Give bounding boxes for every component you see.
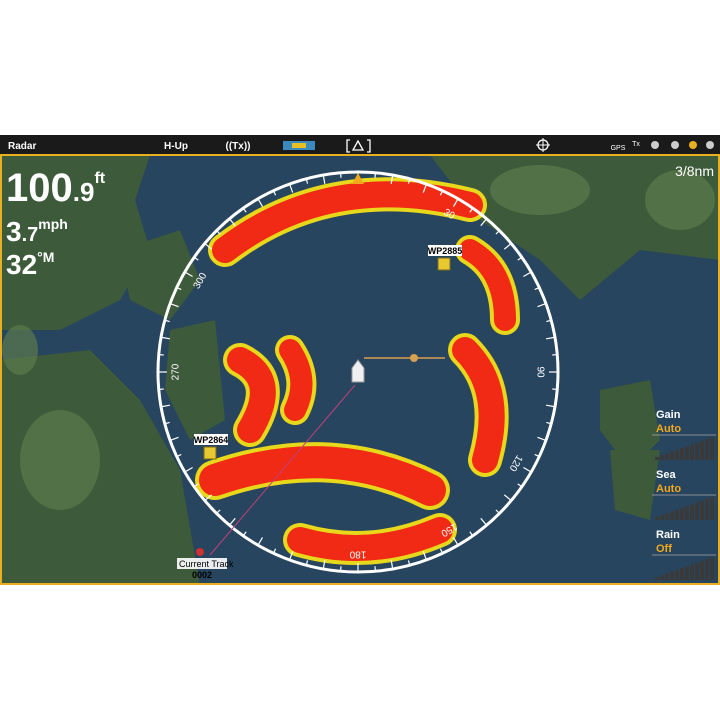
control-level-step — [690, 444, 694, 460]
control-level-step — [670, 452, 674, 460]
bearing-label: 180 — [349, 548, 366, 559]
control-level-step — [710, 437, 714, 460]
control-level-step — [675, 570, 679, 580]
control-value[interactable]: Auto — [656, 423, 681, 435]
status-icon — [689, 141, 697, 149]
track-number: 0002 — [192, 570, 212, 580]
control-level-step — [655, 577, 659, 580]
target-marker — [410, 354, 418, 362]
waypoint-label[interactable]: WP2864 — [194, 435, 229, 445]
control-level-step — [690, 564, 694, 580]
control-level-step — [675, 450, 679, 460]
control-level-step — [670, 572, 674, 580]
control-level-step — [700, 441, 704, 460]
control-level-step — [675, 510, 679, 520]
status-icon — [706, 141, 714, 149]
control-level-step — [685, 506, 689, 520]
control-level-step — [680, 568, 684, 580]
status-icon — [671, 141, 679, 149]
bearing-label: 270 — [171, 363, 182, 380]
control-value[interactable]: Off — [656, 543, 672, 555]
control-level-step — [710, 557, 714, 580]
page-title: Radar — [8, 141, 36, 152]
waypoint-icon[interactable] — [204, 447, 216, 459]
palette-thumbnail-band — [292, 143, 306, 148]
control-level-step — [695, 443, 699, 460]
control-level-step — [660, 515, 664, 520]
control-level-step — [705, 439, 709, 460]
control-level-step — [655, 457, 659, 460]
control-level-step — [660, 455, 664, 460]
control-name: Gain — [656, 409, 681, 421]
control-level-step — [705, 499, 709, 520]
control-level-step — [660, 575, 664, 580]
control-level-step — [665, 453, 669, 460]
bearing-label: 90 — [534, 366, 545, 378]
control-level-step — [685, 566, 689, 580]
control-level-step — [670, 512, 674, 520]
control-level-step — [700, 501, 704, 520]
heading-mode[interactable]: H-Up — [164, 141, 188, 152]
track-label[interactable]: Current Track — [179, 559, 234, 569]
track-point — [196, 548, 204, 556]
control-level-step — [680, 508, 684, 520]
waypoint-icon[interactable] — [438, 258, 450, 270]
control-level-step — [695, 563, 699, 580]
status-icon — [651, 141, 659, 149]
tx-status: Tx — [632, 141, 640, 148]
control-level-step — [655, 517, 659, 520]
range-label[interactable]: 3/8nm — [675, 163, 714, 179]
control-level-step — [690, 504, 694, 520]
transmit-button[interactable]: ((Tx)) — [226, 141, 251, 152]
control-level-step — [685, 446, 689, 460]
control-level-step — [665, 573, 669, 580]
control-level-step — [665, 513, 669, 520]
control-value[interactable]: Auto — [656, 483, 681, 495]
control-name: Sea — [656, 469, 676, 481]
control-level-step — [695, 503, 699, 520]
control-level-step — [705, 559, 709, 580]
control-level-step — [680, 448, 684, 460]
waypoint-label[interactable]: WP2885 — [428, 246, 463, 256]
control-name: Rain — [656, 529, 680, 541]
control-level-step — [700, 561, 704, 580]
gps-status: GPS — [611, 145, 626, 152]
control-level-step — [710, 497, 714, 520]
